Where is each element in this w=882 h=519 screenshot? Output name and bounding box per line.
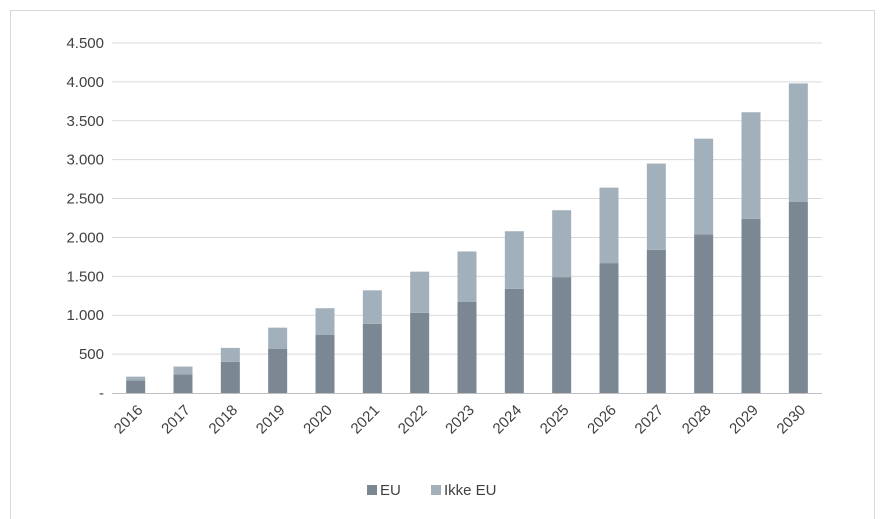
bar-segment-eu xyxy=(694,234,714,393)
x-tick-label: 2021 xyxy=(348,402,384,438)
y-tick-label: 1.500 xyxy=(66,268,104,285)
x-tick-label: 2027 xyxy=(632,402,668,438)
bar-segment-ikke-eu xyxy=(599,187,619,264)
x-tick-label: 2023 xyxy=(442,402,478,438)
x-axis-ticks: 2016 2017 2018 2019 2020 2021 2022 2023 2024 2025… xyxy=(111,402,809,438)
chart-frame xyxy=(10,10,875,519)
bar-segment-eu xyxy=(788,201,808,393)
bar-segment-eu xyxy=(362,323,382,393)
x-tick-label: 2017 xyxy=(158,402,194,438)
bar-segment-eu xyxy=(315,334,335,393)
x-tick-label: 2029 xyxy=(726,402,762,438)
y-tick-label: 3.000 xyxy=(66,152,104,169)
bar-segment-eu xyxy=(504,288,524,393)
x-tick-label: 2020 xyxy=(300,402,336,438)
bar-segment-eu xyxy=(552,277,572,393)
bar-segment-eu xyxy=(646,249,666,393)
bars xyxy=(126,83,808,393)
x-tick-label: 2019 xyxy=(253,402,289,438)
bar-segment-eu xyxy=(741,218,761,393)
y-tick-label: 4.000 xyxy=(66,74,104,91)
bar-segment-ikke-eu xyxy=(552,210,572,278)
bar-segment-ikke-eu xyxy=(268,327,288,349)
x-tick-label: 2025 xyxy=(537,402,573,438)
legend: EU Ikke EU xyxy=(367,482,497,499)
x-tick-label: 2022 xyxy=(395,402,431,438)
x-tick-label: 2024 xyxy=(490,402,526,438)
bar-segment-ikke-eu xyxy=(788,83,808,202)
bar-segment-ikke-eu xyxy=(741,112,761,219)
bar-segment-ikke-eu xyxy=(504,231,524,289)
bar-segment-ikke-eu xyxy=(173,366,193,375)
y-axis-ticks: - 500 1.000 1.500 2.000 2.500 3.000 3.500 4.000 4… xyxy=(66,35,104,402)
y-tick-label: 2.500 xyxy=(66,191,104,208)
y-tick-label: 4.500 xyxy=(66,35,104,52)
legend-label: Ikke EU xyxy=(444,482,497,499)
y-tick-label: 2.000 xyxy=(66,229,104,246)
bar-segment-eu xyxy=(220,361,240,393)
legend-swatch xyxy=(367,485,377,495)
x-tick-label: 2028 xyxy=(679,402,715,438)
legend-label: EU xyxy=(380,482,401,499)
bar-segment-eu xyxy=(457,302,477,393)
bar-segment-ikke-eu xyxy=(410,271,430,313)
x-tick-label: 2030 xyxy=(774,402,810,438)
bar-segment-ikke-eu xyxy=(220,347,240,362)
bar-segment-ikke-eu xyxy=(315,308,335,335)
bar-segment-ikke-eu xyxy=(362,290,382,324)
bar-segment-ikke-eu xyxy=(646,163,666,250)
x-tick-label: 2026 xyxy=(584,402,620,438)
bar-segment-ikke-eu xyxy=(694,138,714,235)
bar-segment-eu xyxy=(126,380,146,393)
y-tick-label: 3.500 xyxy=(66,113,104,130)
bar-segment-eu xyxy=(268,348,288,393)
bar-segment-ikke-eu xyxy=(126,376,146,381)
bar-segment-eu xyxy=(599,263,619,393)
bar-segment-eu xyxy=(410,312,430,393)
y-tick-label: 500 xyxy=(79,346,104,363)
x-tick-label: 2018 xyxy=(206,402,242,438)
y-tick-label: 1.000 xyxy=(66,307,104,324)
bar-segment-eu xyxy=(173,374,193,393)
legend-swatch xyxy=(431,485,441,495)
bar-segment-ikke-eu xyxy=(457,251,477,302)
x-tick-label: 2016 xyxy=(111,402,147,438)
y-tick-label: - xyxy=(99,385,104,402)
